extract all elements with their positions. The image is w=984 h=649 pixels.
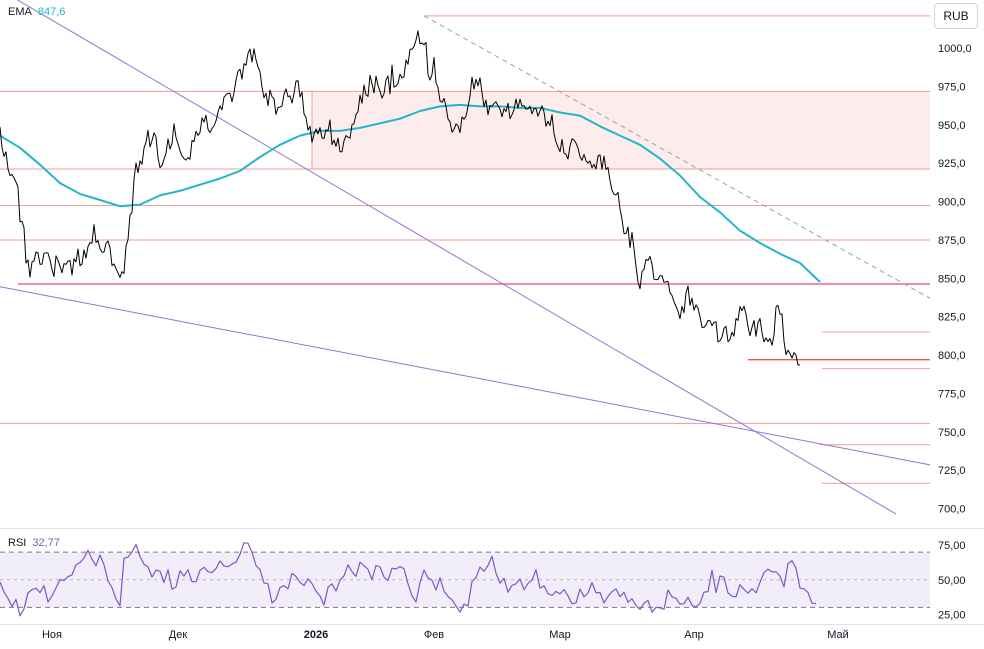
trend-line (16, 0, 897, 515)
rsi-tick-label: 25,00 (938, 609, 966, 621)
price-tick-label: 1000,0 (938, 43, 972, 55)
shaded-zone (312, 91, 930, 170)
time-tick-label: 2026 (304, 629, 328, 641)
price-tick-label: 750,0 (938, 427, 966, 439)
rsi-legend-name: RSI (8, 537, 27, 549)
rsi-series-line (0, 542, 817, 617)
rsi-tick-label: 50,00 (938, 575, 966, 587)
time-tick-label: Дек (169, 629, 188, 641)
time-tick-label: Май (827, 629, 849, 641)
price-tick-label: 950,0 (938, 120, 966, 132)
price-tick-label: 775,0 (938, 388, 966, 400)
price-tick-label: 925,0 (938, 158, 966, 170)
time-tick-label: Мар (549, 629, 571, 641)
price-tick-label: 700,0 (938, 504, 966, 516)
price-tick-label: 850,0 (938, 273, 966, 285)
price-series-line (0, 30, 800, 366)
ema-legend[interactable]: EMA 847,6 (8, 6, 65, 18)
currency-button[interactable]: RUB (934, 3, 978, 29)
rsi-tick-label: 75,00 (938, 540, 966, 552)
rsi-legend[interactable]: RSI 32,77 (8, 537, 60, 549)
ema-legend-name: EMA (8, 6, 32, 18)
trend-line (0, 286, 931, 466)
price-tick-label: 875,0 (938, 235, 966, 247)
ema-series-line (0, 103, 821, 283)
price-tick-label: 900,0 (938, 197, 966, 209)
price-tick-label: 825,0 (938, 312, 966, 324)
time-tick-label: Ноя (42, 629, 62, 641)
price-tick-label: 975,0 (938, 81, 966, 93)
time-tick-label: Апр (684, 629, 703, 641)
rsi-legend-value: 32,77 (32, 537, 60, 549)
ema-legend-value: 847,6 (37, 6, 66, 18)
price-tick-label: 800,0 (938, 350, 966, 362)
price-tick-label: 725,0 (938, 465, 966, 477)
time-tick-label: Фев (424, 629, 444, 641)
dashed-trend-line (423, 15, 931, 299)
